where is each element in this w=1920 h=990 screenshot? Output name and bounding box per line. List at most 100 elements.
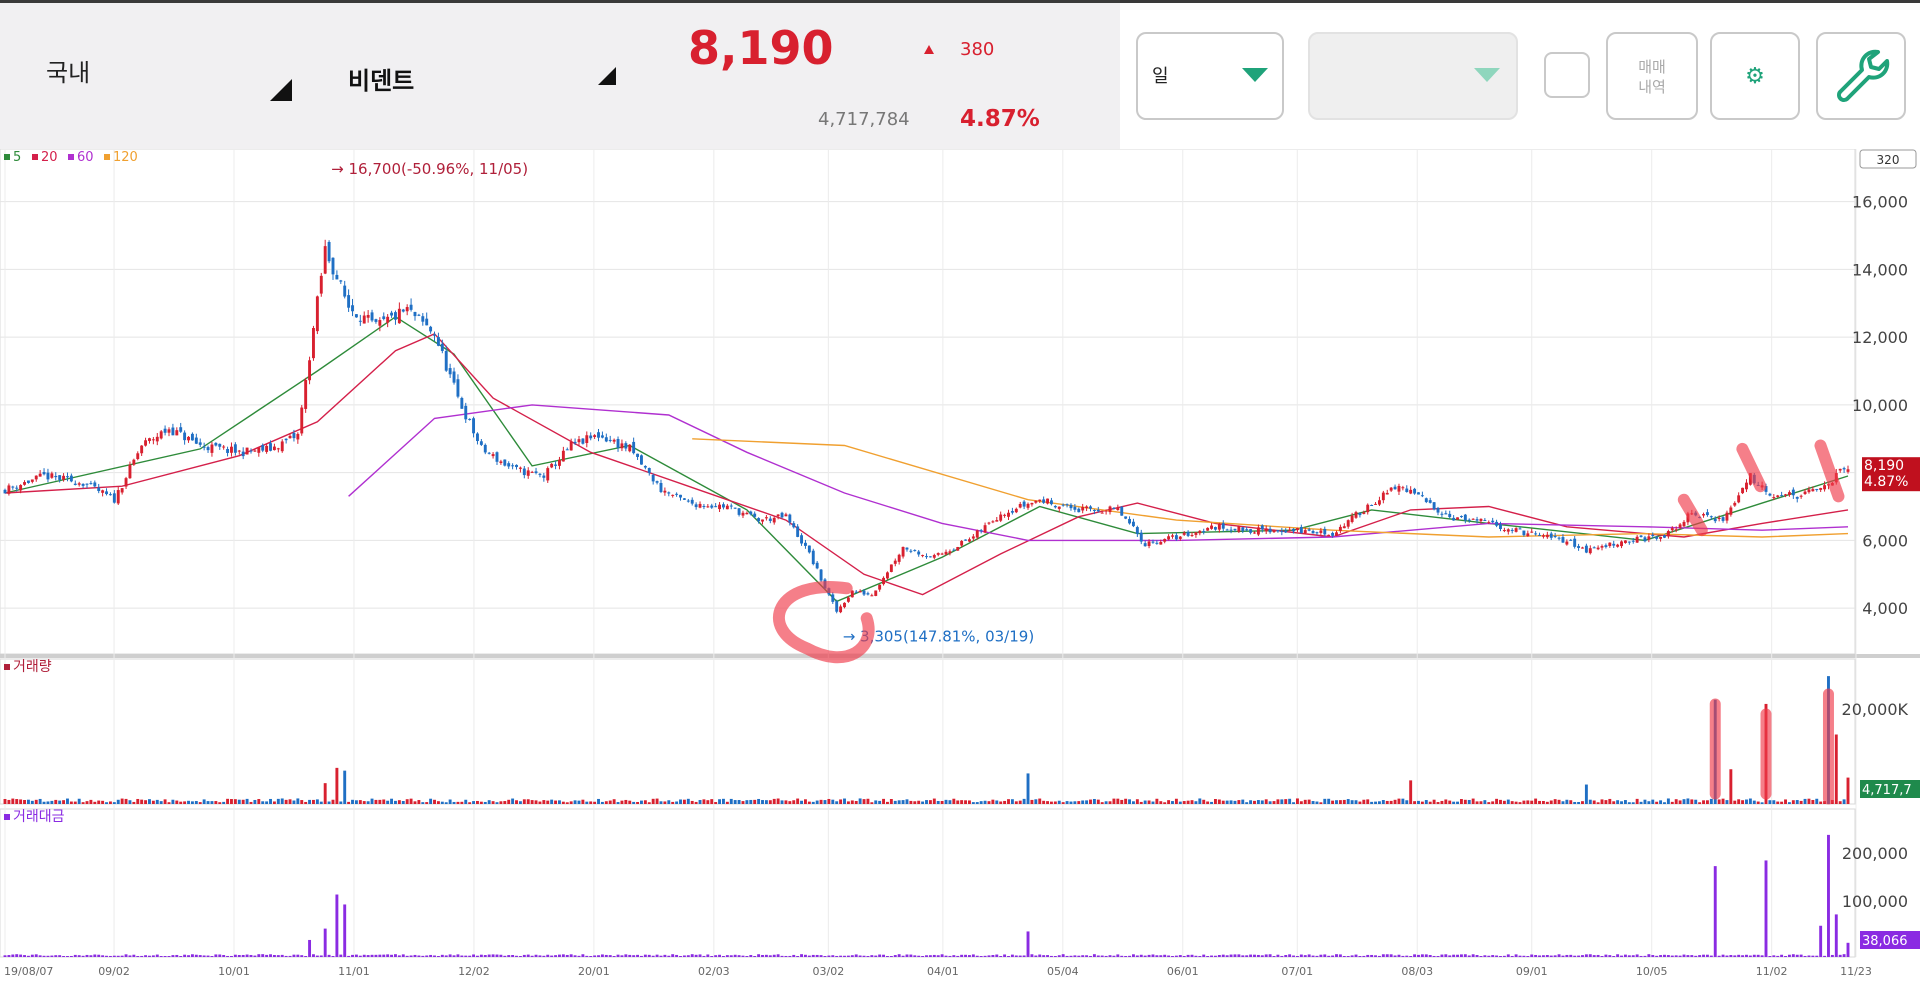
candle-body: [1647, 536, 1651, 540]
trading-value-bar: [413, 954, 417, 957]
volume-bar: [1756, 801, 1760, 804]
tools-button[interactable]: [1816, 32, 1906, 120]
volume-bar: [77, 798, 81, 804]
gear-icon: ⚙: [1745, 64, 1765, 89]
volume-bar: [776, 798, 780, 804]
legend-swatch: [4, 154, 10, 160]
volume-bar: [1479, 801, 1483, 804]
candle-body: [846, 597, 850, 602]
candle-body: [237, 450, 241, 452]
market-select[interactable]: 국내: [46, 59, 91, 87]
trade-history-button[interactable]: 매매 내역: [1606, 32, 1698, 120]
volume-bar: [554, 800, 558, 804]
volume-bar: [1639, 801, 1643, 804]
volume-bar: [1737, 799, 1741, 804]
volume-bar: [362, 801, 366, 804]
volume-bar: [292, 800, 296, 804]
trading-value-bar: [585, 955, 589, 957]
volume-bar: [1397, 798, 1401, 804]
candle-body: [1350, 515, 1354, 522]
volume-bar: [772, 798, 776, 804]
volume-bar: [761, 800, 764, 804]
volume-bar: [893, 800, 897, 804]
trading-value-bar: [1670, 955, 1674, 957]
volume-bar: [1143, 800, 1147, 804]
volume-bar: [1225, 800, 1229, 804]
stock-chart[interactable]: 16,00014,00012,00010,0008,0006,0004,0001…: [0, 149, 1920, 990]
candle-body: [1073, 506, 1077, 510]
volume-bar: [460, 801, 464, 804]
trading-value-bar: [858, 955, 862, 957]
candle-body: [1417, 492, 1420, 495]
candle-body: [729, 505, 733, 507]
volume-bar: [370, 798, 374, 804]
volume-bar: [214, 801, 218, 804]
volume-bar: [1338, 800, 1342, 804]
volume-bar: [616, 802, 620, 804]
volume-bar: [788, 801, 792, 804]
candle-body: [1194, 532, 1198, 535]
trading-value-bar: [1237, 954, 1241, 957]
candle-body: [1206, 527, 1210, 531]
trading-value-bar: [1366, 954, 1370, 957]
candle-body: [1608, 542, 1612, 547]
ma-line-20: [4, 332, 1849, 596]
volume-bar: [11, 798, 15, 804]
volume-bar: [206, 801, 210, 804]
trading-value-bar: [499, 954, 503, 957]
trading-value-bar: [1342, 956, 1346, 957]
x-tick-label: 09/01: [1516, 965, 1548, 978]
volume-bar: [1124, 798, 1128, 804]
candle-body: [1288, 529, 1292, 531]
trading-value-bar: [1202, 954, 1206, 957]
trading-value-bar: [1104, 955, 1108, 957]
volume-bar: [1491, 801, 1495, 804]
volume-bar: [792, 800, 796, 804]
candle-body: [210, 444, 214, 453]
volume-bar: [1131, 801, 1135, 804]
trading-value-bar: [1799, 954, 1803, 957]
trading-value-bar: [1561, 955, 1565, 957]
volume-bar: [1635, 798, 1639, 804]
volume-bar: [272, 801, 276, 804]
volume-bar: [464, 799, 468, 804]
trading-value-bar: [272, 955, 276, 957]
market-dropdown-icon[interactable]: [270, 79, 292, 101]
trading-value-bar: [1108, 955, 1112, 957]
candle-body: [616, 439, 620, 448]
trading-value-bar: [179, 956, 183, 957]
top-border: [0, 0, 1920, 3]
settings-button[interactable]: ⚙: [1710, 32, 1800, 120]
period-select[interactable]: 일: [1136, 32, 1284, 120]
candle-body: [1432, 502, 1436, 510]
trading-value-bar: [956, 955, 960, 957]
trading-value-bar: [66, 956, 69, 957]
trading-value-bar: [452, 955, 456, 957]
trading-value-bar: [460, 955, 464, 957]
volume-bar: [479, 801, 483, 804]
candle-body: [1007, 512, 1010, 517]
candle-body: [1307, 529, 1311, 531]
trading-value-bar: [101, 955, 105, 957]
volume-bar: [874, 800, 878, 804]
volume-bar: [1092, 798, 1096, 804]
volume-bar: [237, 799, 241, 804]
candle-body: [1229, 529, 1233, 531]
candle-body: [675, 493, 679, 495]
trading-value-bar: [1335, 954, 1338, 957]
secondary-select[interactable]: [1308, 32, 1518, 120]
trading-value-bar: [26, 955, 30, 957]
candle-body: [698, 503, 702, 508]
toggle-checkbox[interactable]: [1544, 52, 1590, 98]
candle-body: [909, 550, 913, 552]
volume-bar: [339, 801, 343, 804]
stock-dropdown-icon[interactable]: [598, 67, 616, 85]
trading-value-bar: [878, 954, 882, 957]
period-label: 일: [1152, 66, 1169, 87]
trading-value-bar: [772, 954, 776, 957]
candle-body: [515, 464, 518, 468]
stock-name[interactable]: 비덴트: [348, 67, 415, 95]
trading-value-bar: [42, 955, 46, 957]
candle-body: [1128, 518, 1131, 524]
candle-body: [800, 535, 804, 544]
